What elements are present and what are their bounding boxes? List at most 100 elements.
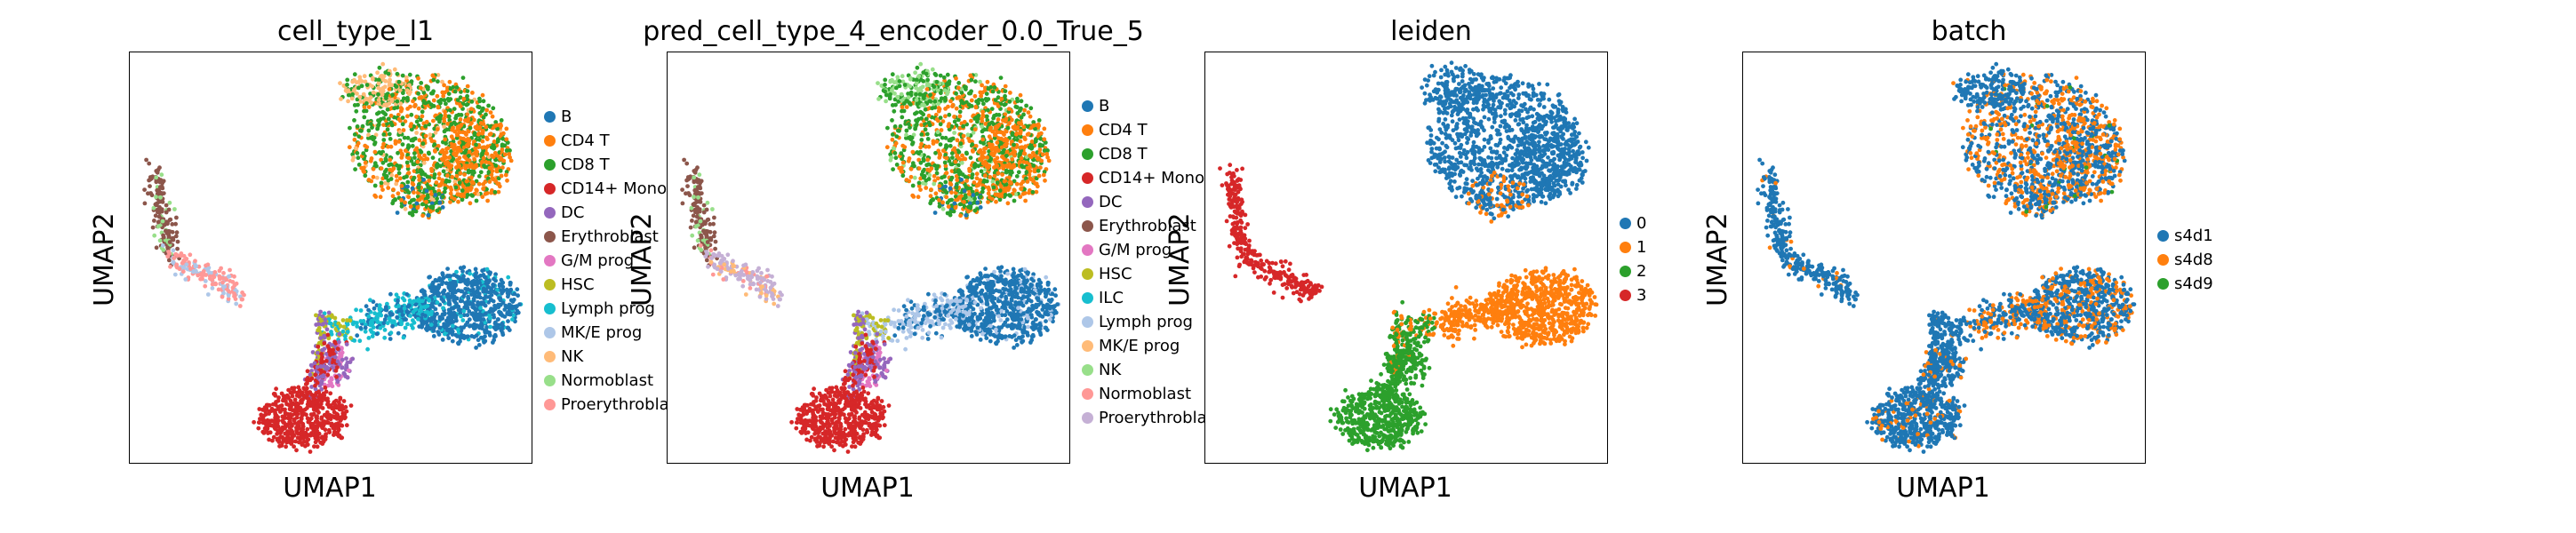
scatter-point (942, 78, 947, 84)
scatter-point (454, 318, 459, 323)
scatter-point (436, 284, 442, 290)
scatter-point (348, 360, 353, 364)
scatter-point (436, 79, 440, 84)
scatter-point (402, 135, 407, 140)
scatter-point (330, 360, 335, 365)
scatter-point (969, 118, 973, 123)
scatter-point (382, 328, 388, 332)
scatter-point (340, 407, 344, 412)
scatter-point (416, 316, 420, 322)
scatter-point (443, 113, 448, 118)
scatter-point (692, 245, 697, 251)
scatter-point (220, 294, 225, 299)
scatter-point (476, 174, 482, 179)
scatter-point (417, 178, 422, 183)
scatter-point (981, 127, 987, 132)
scatter-point (204, 263, 208, 268)
scatter-point (372, 140, 378, 145)
scatter-point (900, 165, 904, 171)
scatter-point (391, 187, 396, 192)
scatter-point (399, 197, 404, 203)
scatter-point (493, 120, 499, 124)
scatter-point (929, 166, 934, 171)
scatter-point (1020, 179, 1026, 185)
scatter-point (935, 130, 940, 135)
scatter-point (338, 323, 343, 329)
scatter-point (508, 282, 513, 287)
scatter-point (347, 145, 352, 150)
scatter-point (900, 74, 905, 79)
scatter-point (356, 163, 362, 167)
scatter-point (308, 449, 313, 454)
scatter-point (352, 137, 357, 142)
scatter-point (948, 186, 953, 191)
scatter-point (996, 194, 1002, 199)
scatter-point (380, 145, 385, 150)
scatter-point (476, 274, 481, 280)
scatter-point (897, 84, 902, 89)
scatter-point (396, 171, 402, 176)
scatter-point (924, 144, 928, 149)
scatter-point (484, 280, 489, 285)
scatter-point (164, 203, 169, 208)
scatter-point (460, 140, 466, 145)
scatter-point (954, 106, 959, 111)
scatter-point (336, 383, 341, 387)
scatter-point (892, 151, 898, 155)
scatter-point (451, 125, 455, 130)
scatter-point (458, 266, 463, 271)
scatter-point (433, 130, 438, 135)
scatter-point (445, 146, 451, 151)
scatter-point (312, 361, 317, 366)
scatter-point (374, 331, 380, 337)
scatter-point (492, 145, 497, 150)
scatter-point (377, 303, 382, 308)
scatter-point (210, 278, 215, 282)
scatter-point (480, 301, 485, 306)
scatter-point (371, 166, 376, 171)
scatter-point (435, 196, 439, 202)
scatter-point (908, 166, 914, 171)
scatter-point (355, 333, 360, 338)
scatter-point (324, 327, 330, 332)
scatter-point (317, 383, 323, 388)
scatter-point (495, 139, 500, 144)
scatter-point (908, 125, 912, 130)
scatter-point (363, 143, 368, 148)
scatter-point (335, 359, 340, 364)
scatter-point (999, 96, 1004, 101)
scatter-point (293, 439, 299, 444)
scatter-point (452, 151, 457, 155)
scatter-point (379, 74, 384, 79)
scatter-point (319, 386, 324, 392)
scatter-point (915, 119, 920, 123)
scatter-point (379, 184, 384, 188)
scatter-point (969, 98, 974, 103)
scatter-point (403, 206, 408, 211)
scatter-point (435, 116, 440, 121)
scatter-point (937, 203, 942, 209)
scatter-point (1036, 156, 1042, 162)
scatter-point (397, 130, 403, 135)
scatter-point (1042, 137, 1047, 142)
scatter-point (460, 188, 465, 193)
scatter-point (507, 302, 512, 307)
scatter-point (295, 411, 300, 417)
scatter-point (284, 436, 290, 442)
scatter-point (493, 123, 499, 128)
legend-label: Proerythroblast (561, 395, 684, 414)
scatter-point (303, 382, 308, 386)
scatter-point (358, 128, 363, 133)
scatter-point (926, 144, 932, 149)
scatter-point (914, 91, 918, 97)
scatter-point (508, 312, 513, 317)
scatter-point (271, 402, 276, 407)
scatter-point (950, 104, 955, 109)
scatter-point (350, 79, 356, 84)
scatter-point (935, 176, 940, 181)
scatter-point (401, 96, 406, 101)
umap-panel-pred-cell-type: pred_cell_type_4_encoder_0.0_True_5 UMAP… (591, 0, 1231, 533)
scatter-point (373, 195, 379, 199)
scatter-point (261, 431, 267, 435)
scatter-point (481, 187, 486, 192)
